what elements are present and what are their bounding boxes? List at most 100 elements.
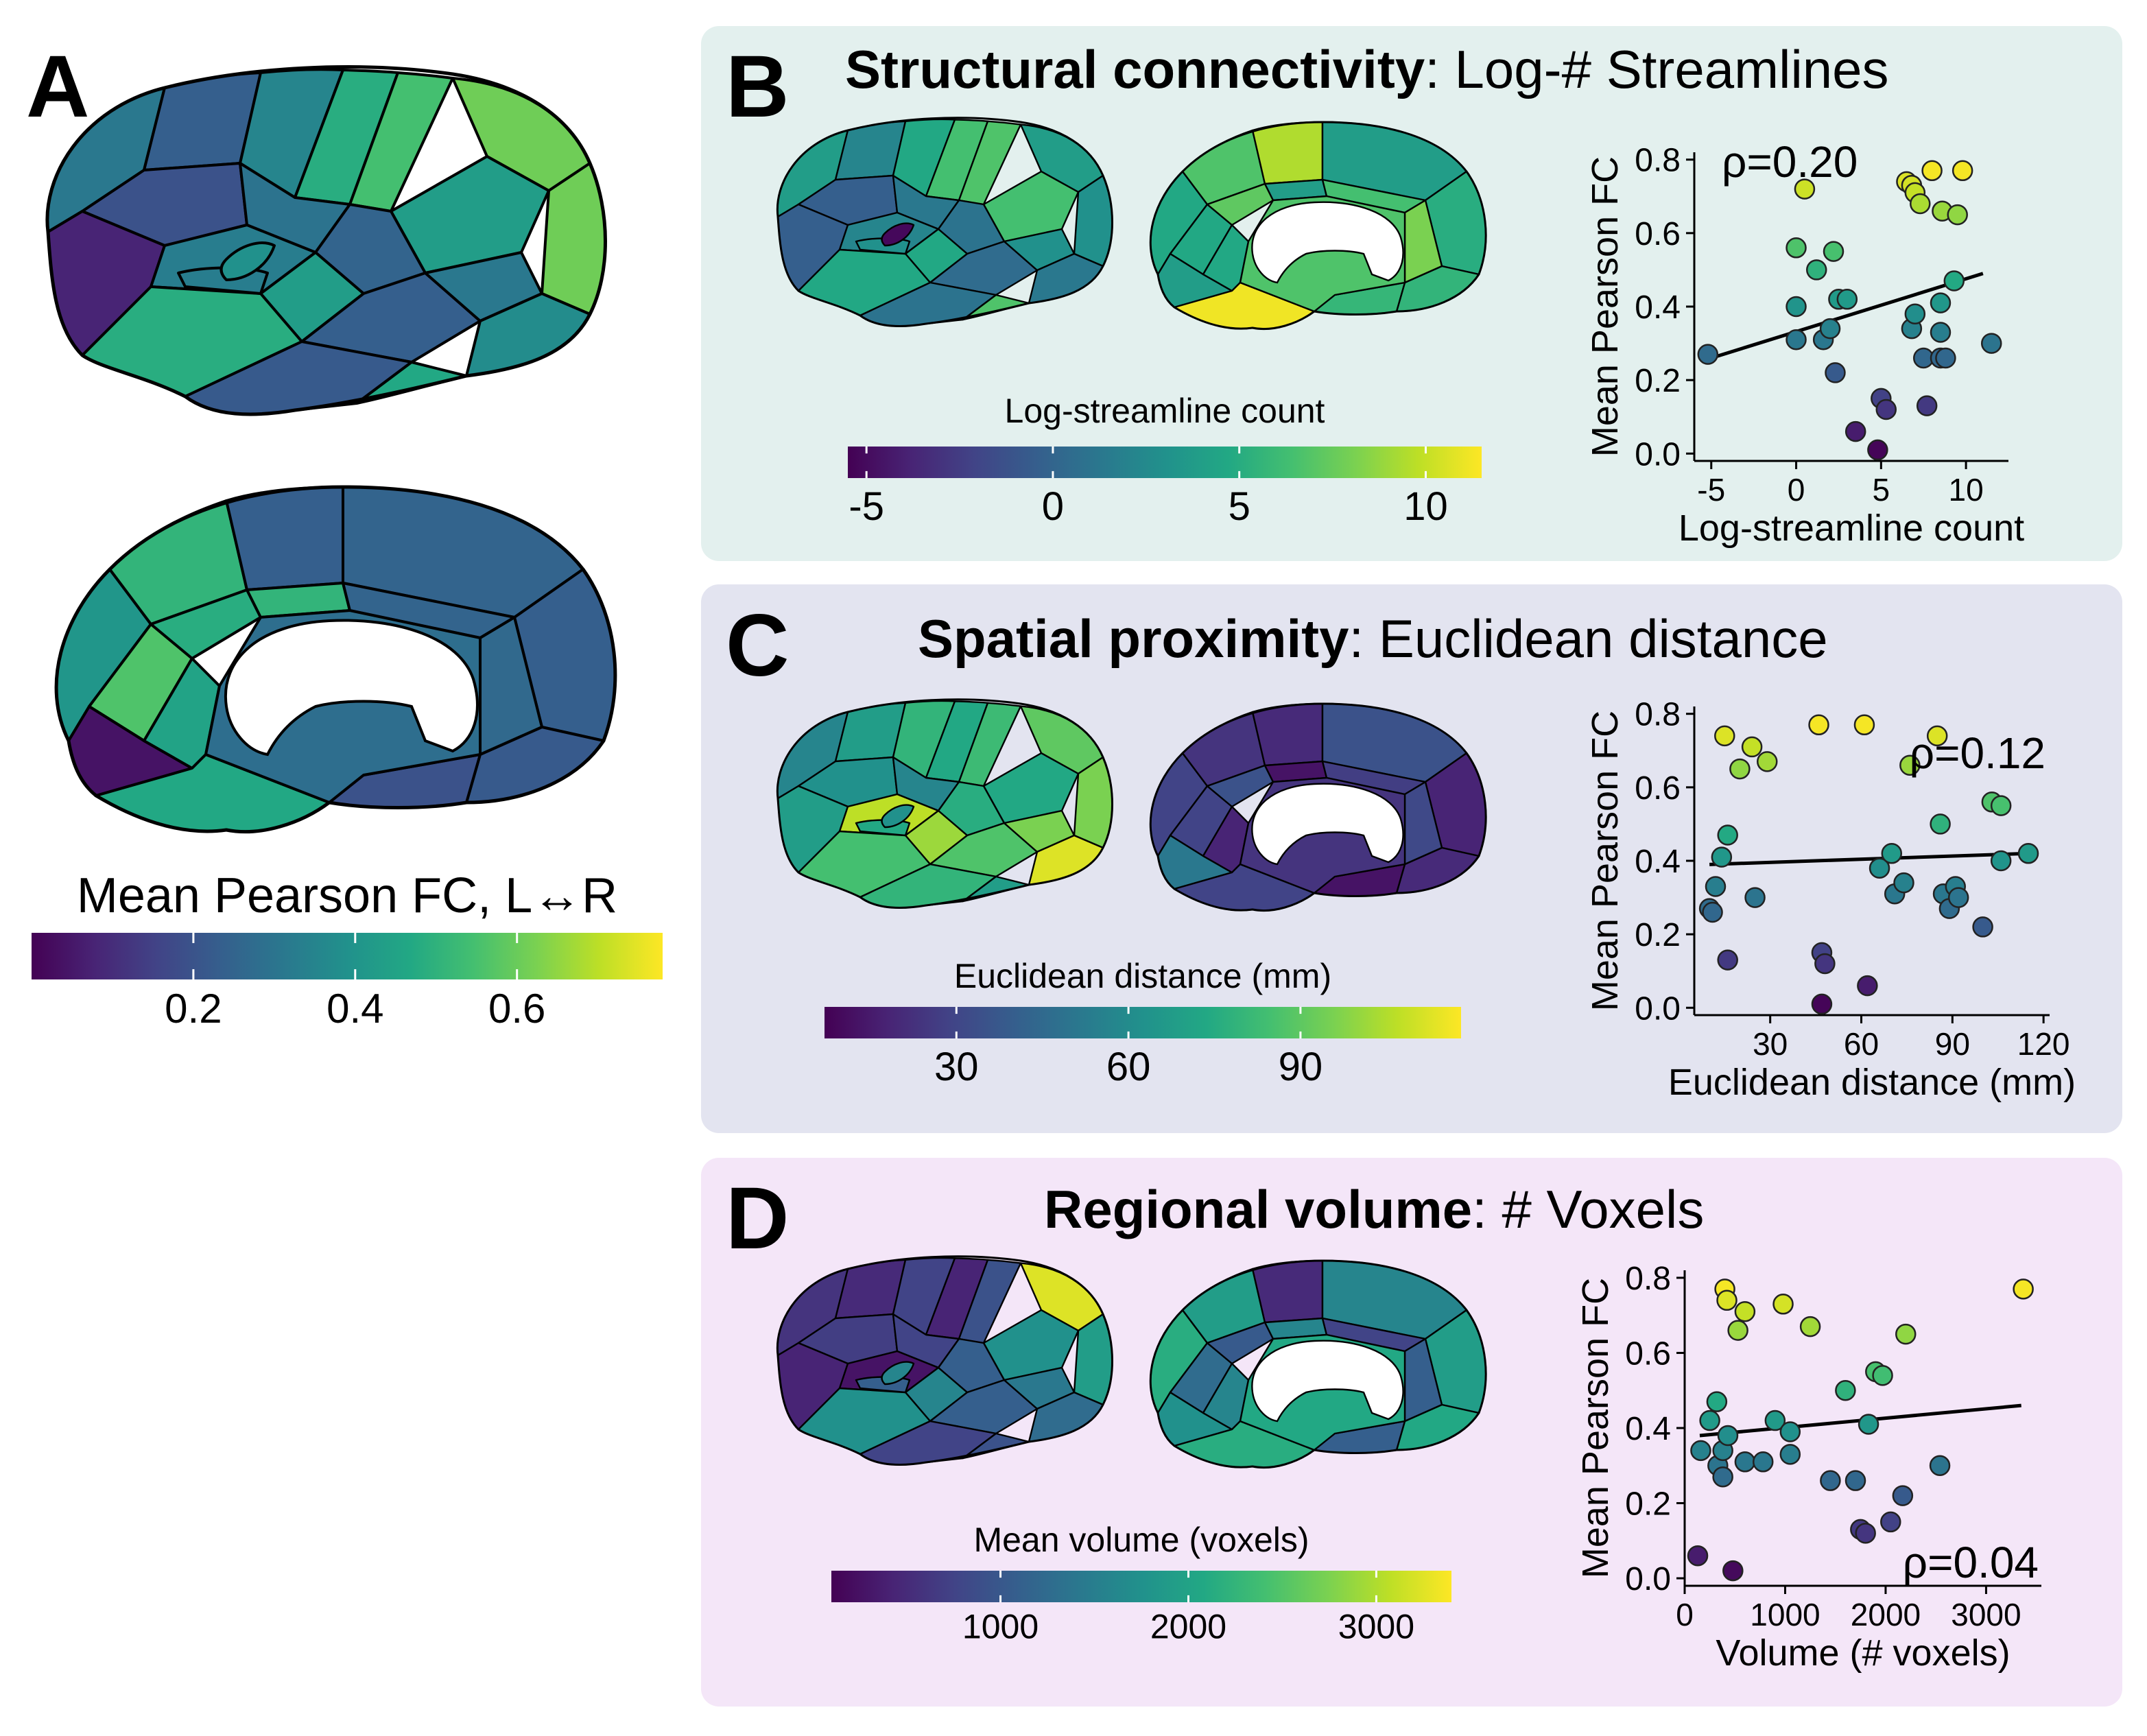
panel-b-title: Structural connectivity: Log-# Streamlin…	[845, 39, 1889, 99]
scatter-point	[1753, 1451, 1774, 1473]
x-tick-label: 120	[2017, 1026, 2070, 1062]
scatter-point	[1786, 329, 1807, 350]
brain-outline	[54, 485, 617, 834]
brain-region	[958, 120, 1022, 206]
colorbar-label: Log-streamline count	[1005, 392, 1325, 430]
y-tick-label: 0.4	[1625, 1411, 1671, 1447]
scatter-point	[1705, 876, 1727, 897]
scatter-point	[1910, 193, 1931, 215]
y-tick-label: 0.6	[1635, 770, 1681, 807]
scatter-point	[1855, 1523, 1876, 1544]
scatter-point	[1744, 887, 1766, 908]
scatter-point	[1729, 758, 1751, 780]
scatter-point	[1690, 1440, 1711, 1462]
colorbar-tick-label: 1000	[962, 1608, 1039, 1646]
scatter-point	[1711, 846, 1733, 868]
scatter-point	[1717, 824, 1738, 846]
y-tick-label: 0.6	[1635, 216, 1681, 252]
scatter-point	[1764, 1410, 1786, 1431]
brain-c-lateral	[776, 698, 1113, 909]
brain-region	[300, 272, 482, 364]
scatter-point	[1811, 993, 1833, 1015]
scatter-point	[1741, 736, 1763, 758]
brain-region	[1251, 1259, 1324, 1324]
brain-region	[881, 804, 915, 829]
scatter-point	[1930, 292, 1952, 313]
y-tick-label: 0.8	[1635, 697, 1681, 733]
brain-region	[929, 822, 1039, 878]
colorbar-tick-label: 30	[934, 1045, 979, 1089]
colorbar-tick-label: -5	[849, 484, 884, 529]
y-tick-label: 0.0	[1625, 1561, 1671, 1597]
scatter-point	[1825, 362, 1846, 383]
scatter-point	[1786, 237, 1807, 259]
scatter-point	[1895, 1323, 1917, 1345]
scatter-point	[1872, 1365, 1893, 1386]
scatter-point	[1717, 949, 1738, 971]
x-tick-label: 90	[1935, 1026, 1970, 1062]
y-tick-label: 0.2	[1625, 1486, 1671, 1523]
panel-c-title: Spatial proximity: Euclidean distance	[918, 608, 1828, 669]
brain-outline	[776, 698, 1113, 909]
scatter-point	[1836, 289, 1858, 310]
scatter-point	[1935, 347, 1956, 369]
y-tick-label: 0.4	[1635, 844, 1681, 880]
scatter-point	[1706, 1391, 1728, 1412]
brain-outline	[776, 117, 1113, 328]
brain-medial-wall	[1251, 1340, 1404, 1423]
scatter-point	[1980, 333, 2002, 354]
scatter-point	[1899, 754, 1921, 776]
brain-outline	[1149, 702, 1487, 912]
brain-outline	[1149, 121, 1487, 331]
scatter-point	[1727, 1320, 1748, 1341]
scatter-point	[1990, 795, 2012, 816]
scatter-point	[1893, 872, 1914, 894]
y-axis-label: Mean Pearson FC	[1585, 711, 1626, 1011]
colorbar-tick-label: 5	[1229, 484, 1250, 529]
colorbar-a: Mean Pearson FC, L↔R 0.2 0.4 0.6	[32, 868, 663, 1032]
scatter-point	[1916, 395, 1938, 416]
panel-d-title: Regional volume: # Voxels	[1044, 1179, 1704, 1239]
scatter-point	[1794, 178, 1816, 200]
scatter-point	[1734, 1451, 1756, 1473]
scatter-point	[1779, 1444, 1801, 1465]
brain-a-lateral	[45, 65, 607, 416]
brain-region	[958, 702, 1022, 787]
panel-b-title-bold: Structural connectivity	[845, 39, 1425, 99]
colorbar-gradient	[825, 1007, 1461, 1038]
brain-b-medial	[1149, 121, 1487, 331]
scatter-point	[1716, 1289, 1737, 1311]
scatter-point	[1857, 975, 1878, 997]
scatter-point	[1929, 1455, 1951, 1477]
scatter-point	[2013, 1279, 2034, 1300]
panel-letter-a: A	[26, 38, 89, 136]
x-tick-label: -5	[1697, 472, 1725, 508]
scatter-point	[1699, 1410, 1720, 1431]
panel-letter-c: C	[726, 597, 789, 695]
scatter-point	[1712, 1466, 1733, 1488]
scatter-point	[1930, 322, 1952, 343]
x-tick-label: 0	[1788, 472, 1805, 508]
panel-d-title-bold: Regional volume	[1044, 1179, 1472, 1239]
brain-b-lateral	[776, 117, 1113, 328]
panel-b-title-rest: : Log-# Streamlines	[1425, 39, 1888, 99]
scatter-point	[1921, 160, 1943, 182]
scatter-point	[1926, 725, 1948, 747]
scatter-point	[1805, 259, 1827, 281]
y-tick-label: 0.6	[1625, 1335, 1671, 1372]
scatter-point	[1853, 714, 1875, 736]
brain-outline	[45, 65, 607, 416]
panel-d-title-rest: : # Voxels	[1472, 1179, 1704, 1239]
y-tick-label: 0.8	[1635, 143, 1681, 179]
brain-region	[881, 1361, 915, 1386]
x-axis-label: Volume (# voxels)	[1716, 1632, 2010, 1674]
scatter-point	[1808, 714, 1829, 736]
scatter-point	[1943, 270, 1965, 292]
panel-letter-d: D	[726, 1169, 789, 1268]
brain-a-medial	[54, 485, 617, 834]
scatter-point	[1904, 303, 1926, 324]
scatter-point	[1835, 1379, 1856, 1401]
panel-letter-b: B	[726, 38, 789, 136]
scatter-point	[1823, 241, 1844, 262]
scatter-point	[1772, 1294, 1794, 1315]
